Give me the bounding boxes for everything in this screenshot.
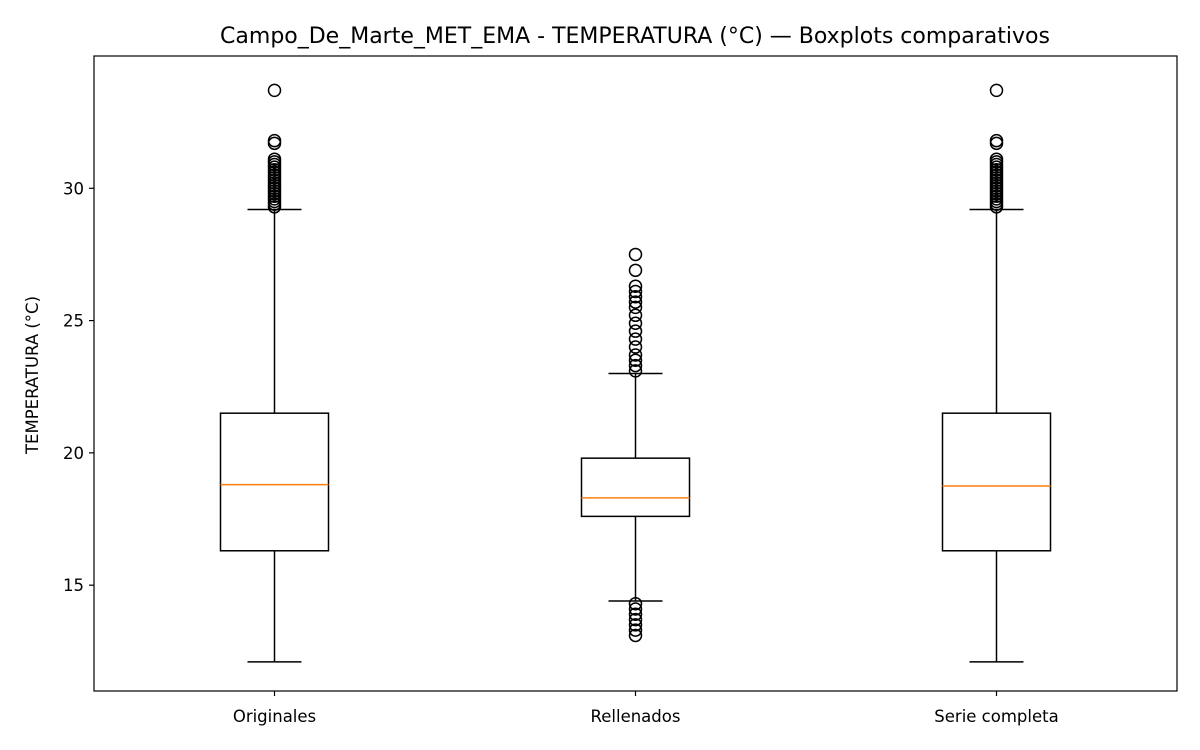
- chart-title: Campo_De_Marte_MET_EMA - TEMPERATURA (°C…: [220, 24, 1050, 49]
- x-tick-label: Serie completa: [934, 707, 1058, 726]
- outlier-point: [628, 623, 643, 637]
- y-axis-label: TEMPERATURA (°C): [23, 296, 42, 455]
- outlier-point: [628, 348, 643, 362]
- outlier-point: [628, 364, 643, 378]
- outlier-point: [267, 152, 282, 166]
- y-tick-label: 15: [63, 576, 84, 595]
- outlier-point: [628, 628, 643, 643]
- plot-frame: [93, 55, 1178, 692]
- outlier-point: [628, 602, 643, 616]
- outlier-point: [628, 247, 643, 262]
- box-iqr: [580, 457, 691, 518]
- outlier-point: [628, 612, 643, 627]
- outlier-point: [628, 300, 643, 315]
- outlier-point: [628, 279, 643, 293]
- outlier-point: [628, 353, 643, 368]
- outlier-point: [267, 83, 282, 98]
- outlier-point: [989, 152, 1004, 166]
- x-tick-label: Originales: [233, 707, 316, 726]
- outlier-point: [628, 618, 643, 632]
- outlier-point: [628, 358, 643, 373]
- outlier-point: [628, 324, 643, 338]
- outlier-point: [628, 263, 643, 278]
- y-tick-label: 30: [63, 179, 84, 198]
- y-tick-label: 20: [63, 444, 84, 463]
- y-tick-label: 25: [63, 312, 84, 331]
- box-iqr: [941, 412, 1052, 552]
- outlier-point: [628, 295, 643, 309]
- x-tick-label: Rellenados: [591, 707, 681, 726]
- outlier-point: [628, 340, 643, 354]
- outlier-point: [628, 596, 643, 611]
- outlier-point: [989, 133, 1004, 148]
- outlier-point: [989, 83, 1004, 98]
- outlier-point: [628, 290, 643, 304]
- outlier-point: [628, 308, 643, 323]
- outlier-point: [628, 332, 643, 346]
- outlier-point: [628, 607, 643, 622]
- outlier-point: [628, 316, 643, 330]
- box-iqr: [219, 412, 330, 552]
- plot-area: 15 20 25 30 Originales Rellenados Serie comple…: [63, 83, 1059, 726]
- outlier-point: [267, 133, 282, 148]
- outlier-point: [628, 284, 643, 299]
